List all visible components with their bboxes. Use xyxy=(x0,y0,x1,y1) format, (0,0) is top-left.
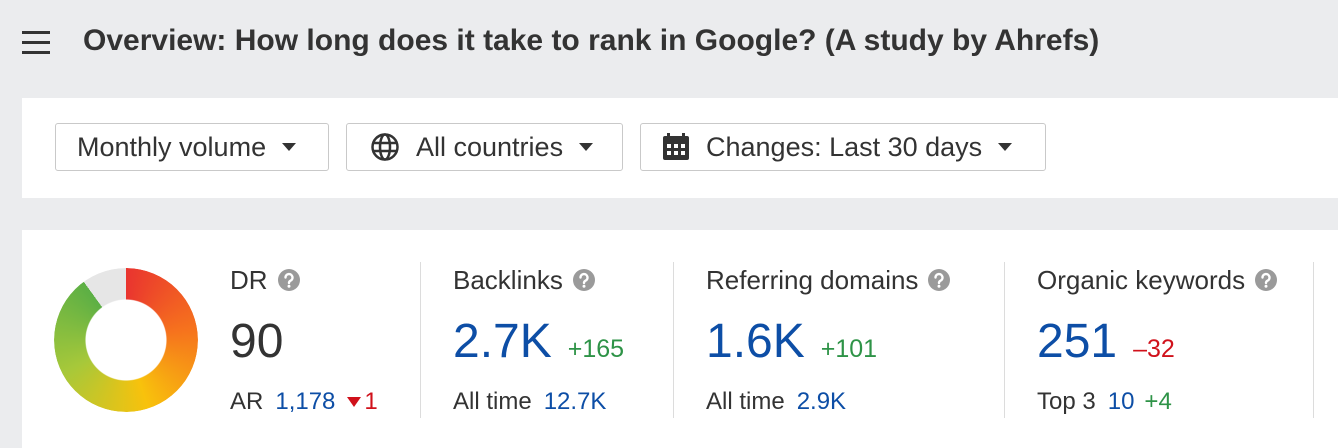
sub-label: Top 3 xyxy=(1037,388,1096,415)
help-icon[interactable] xyxy=(928,269,951,291)
sub-value[interactable]: 12.7K xyxy=(543,388,607,415)
metric-label: DR xyxy=(230,264,268,295)
dr-donut xyxy=(54,268,198,412)
help-icon[interactable] xyxy=(277,269,300,291)
metric-change: –32 xyxy=(1133,335,1175,363)
help-icon[interactable] xyxy=(572,269,595,291)
menu-icon[interactable] xyxy=(22,30,50,56)
filter-button[interactable]: Changes: Last 30 days xyxy=(640,123,1046,171)
metric-referring-domains: Referring domains 1.6K +101 All time 2.9K xyxy=(706,262,951,416)
sub-label: All time xyxy=(706,388,785,415)
metric-value[interactable]: 2.7K xyxy=(453,315,552,368)
globe-icon xyxy=(371,133,399,161)
sub-label: All time xyxy=(453,388,532,415)
caret xyxy=(282,143,297,151)
page-title: Overview: How long does it take to rank … xyxy=(83,24,1100,57)
sub-change: 1 xyxy=(364,388,378,415)
metric-organic-keywords: Organic keywords 251 –32 Top 3 10 +4 xyxy=(1037,262,1278,416)
metric-label: Organic keywords xyxy=(1037,264,1246,295)
filter-label: All countries xyxy=(416,131,564,162)
metric-change: +165 xyxy=(567,335,625,363)
filter-label: Monthly volume xyxy=(77,131,267,162)
divider xyxy=(1313,262,1314,418)
metric-label: Referring domains xyxy=(706,264,919,295)
filter-button[interactable]: All countries xyxy=(346,123,623,171)
metric-value: 90 xyxy=(230,315,284,368)
sub-value[interactable]: 2.9K xyxy=(796,388,847,415)
metric-value[interactable]: 1.6K xyxy=(706,315,805,368)
caret xyxy=(579,143,594,151)
sub-change: +4 xyxy=(1144,388,1172,415)
down-arrow xyxy=(347,397,362,407)
divider xyxy=(420,262,421,418)
metrics-panel xyxy=(22,230,1338,448)
caret xyxy=(998,143,1013,151)
filter-button[interactable]: Monthly volume xyxy=(55,123,329,171)
sub-value[interactable]: 10 xyxy=(1107,388,1135,415)
metric-backlinks: Backlinks 2.7K +165 All time 12.7K xyxy=(453,262,624,416)
divider xyxy=(1004,262,1005,418)
metric-change: +101 xyxy=(820,335,878,363)
help-icon[interactable] xyxy=(1255,269,1278,291)
metric-dr: DR 90 AR 1,178 1 xyxy=(230,262,378,416)
filter-label: Changes: Last 30 days xyxy=(706,131,983,162)
calendar-icon xyxy=(663,133,689,160)
metric-value[interactable]: 251 xyxy=(1037,315,1118,368)
sub-label: AR xyxy=(230,388,264,415)
metric-label: Backlinks xyxy=(453,264,563,295)
sub-value: 1,178 xyxy=(275,388,336,415)
divider xyxy=(673,262,674,418)
